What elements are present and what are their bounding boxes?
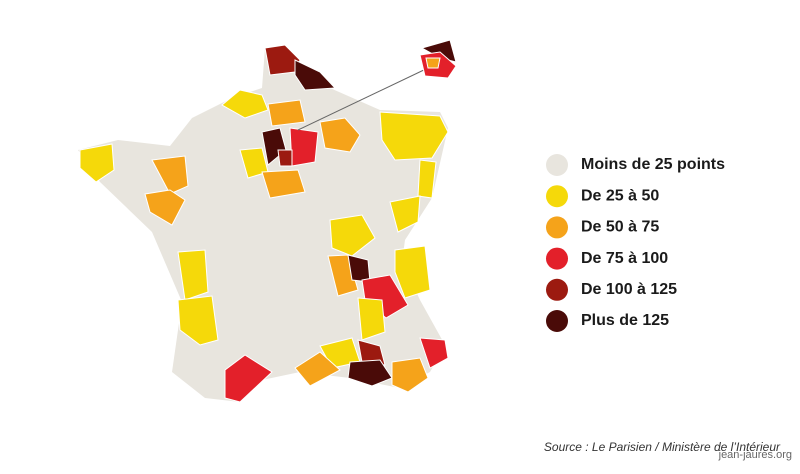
- legend-swatch: [546, 310, 568, 332]
- legend-swatch: [546, 154, 568, 176]
- department: [79, 143, 115, 183]
- department: [347, 359, 393, 387]
- department: [329, 214, 376, 257]
- department: [379, 111, 449, 161]
- department: [425, 57, 441, 69]
- legend-label: De 75 à 100: [581, 250, 668, 267]
- source: Source : Le Parisien / Ministère de l’In…: [544, 440, 781, 454]
- department: [221, 89, 269, 119]
- department: [417, 159, 437, 199]
- legend: Moins de 25 points De 25 à 50 De 50 à 75 De…: [546, 154, 725, 332]
- watermark: jean-jaures.org: [718, 449, 792, 461]
- department: [389, 195, 421, 233]
- department: [177, 249, 209, 301]
- department: [224, 354, 273, 403]
- departments: [79, 44, 449, 403]
- department: [177, 295, 219, 346]
- inset-connector: [297, 67, 429, 131]
- department: [419, 337, 449, 369]
- department: [357, 339, 386, 366]
- department: [294, 351, 341, 387]
- department: [294, 59, 337, 91]
- department: [319, 117, 361, 153]
- legend-swatch: [546, 247, 568, 270]
- legend-label: De 50 à 75: [581, 219, 659, 236]
- legend-swatch: [546, 216, 568, 239]
- legend-swatch: [546, 185, 568, 208]
- legend-label: De 100 à 125: [581, 281, 677, 298]
- france-map: [78, 39, 457, 403]
- department: [391, 357, 429, 393]
- department: [151, 155, 189, 195]
- department: [267, 99, 306, 127]
- legend-swatch: [546, 278, 568, 301]
- department: [357, 297, 386, 341]
- department: [261, 169, 306, 199]
- department: [394, 245, 431, 299]
- paris-inset: [297, 39, 457, 131]
- legend-label: Moins de 25 points: [581, 156, 725, 173]
- department: [277, 149, 293, 167]
- legend-label: Plus de 125: [581, 312, 669, 329]
- legend-label: De 25 à 50: [581, 187, 659, 204]
- department: [289, 127, 319, 167]
- department: [144, 189, 186, 226]
